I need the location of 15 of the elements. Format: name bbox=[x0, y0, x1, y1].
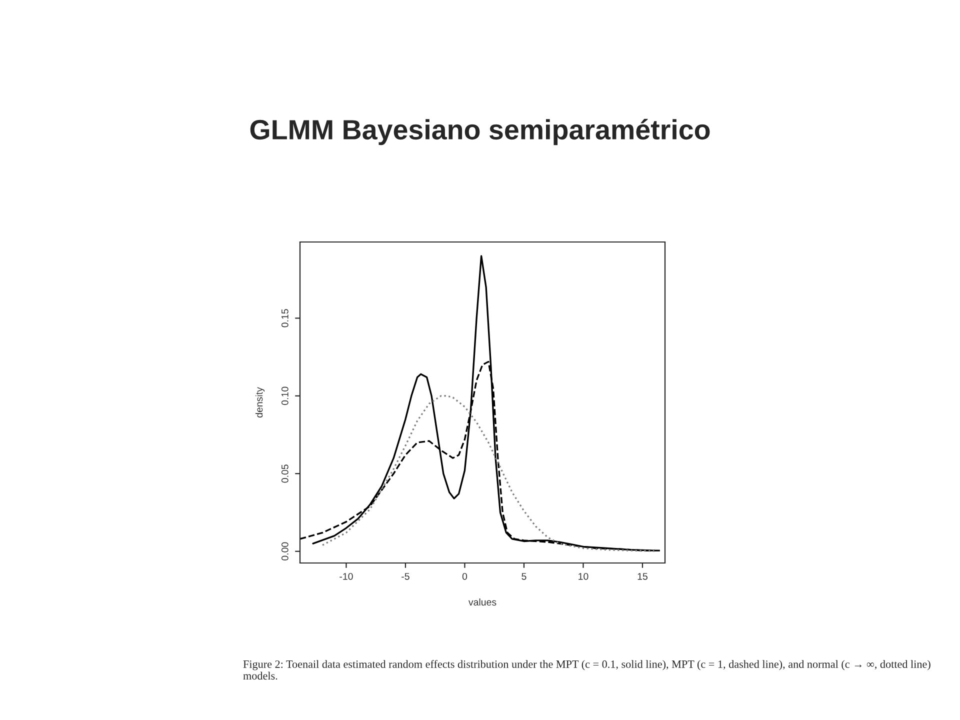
y-tick-label: 0.15 bbox=[281, 309, 288, 328]
y-tick-label: 0.00 bbox=[281, 542, 288, 560]
y-tick-label: 0.10 bbox=[281, 386, 288, 405]
x-tick-label: -10 bbox=[340, 572, 353, 580]
x-tick-label: -5 bbox=[402, 573, 410, 580]
x-tick-label: 0 bbox=[462, 572, 468, 580]
chart-title: GLMM Bayesiano semiparamétrico bbox=[250, 118, 710, 146]
x-tick-label: 10 bbox=[578, 572, 588, 580]
x-axis-title: values bbox=[468, 598, 496, 606]
x-tick-label: 15 bbox=[638, 573, 648, 580]
x-tick-label: 5 bbox=[522, 573, 526, 580]
y-axis-title: density bbox=[255, 387, 265, 418]
line-series bbox=[322, 395, 656, 552]
caption: Figure 2: Toenail data estimated random effects distribution under the MPT (c = 0.1, solid line), MPT (c = 1, dashed line), and normal (c → ∞, dotted line) models. bbox=[243, 660, 930, 680]
y-tick-label: 0.05 bbox=[281, 464, 288, 483]
